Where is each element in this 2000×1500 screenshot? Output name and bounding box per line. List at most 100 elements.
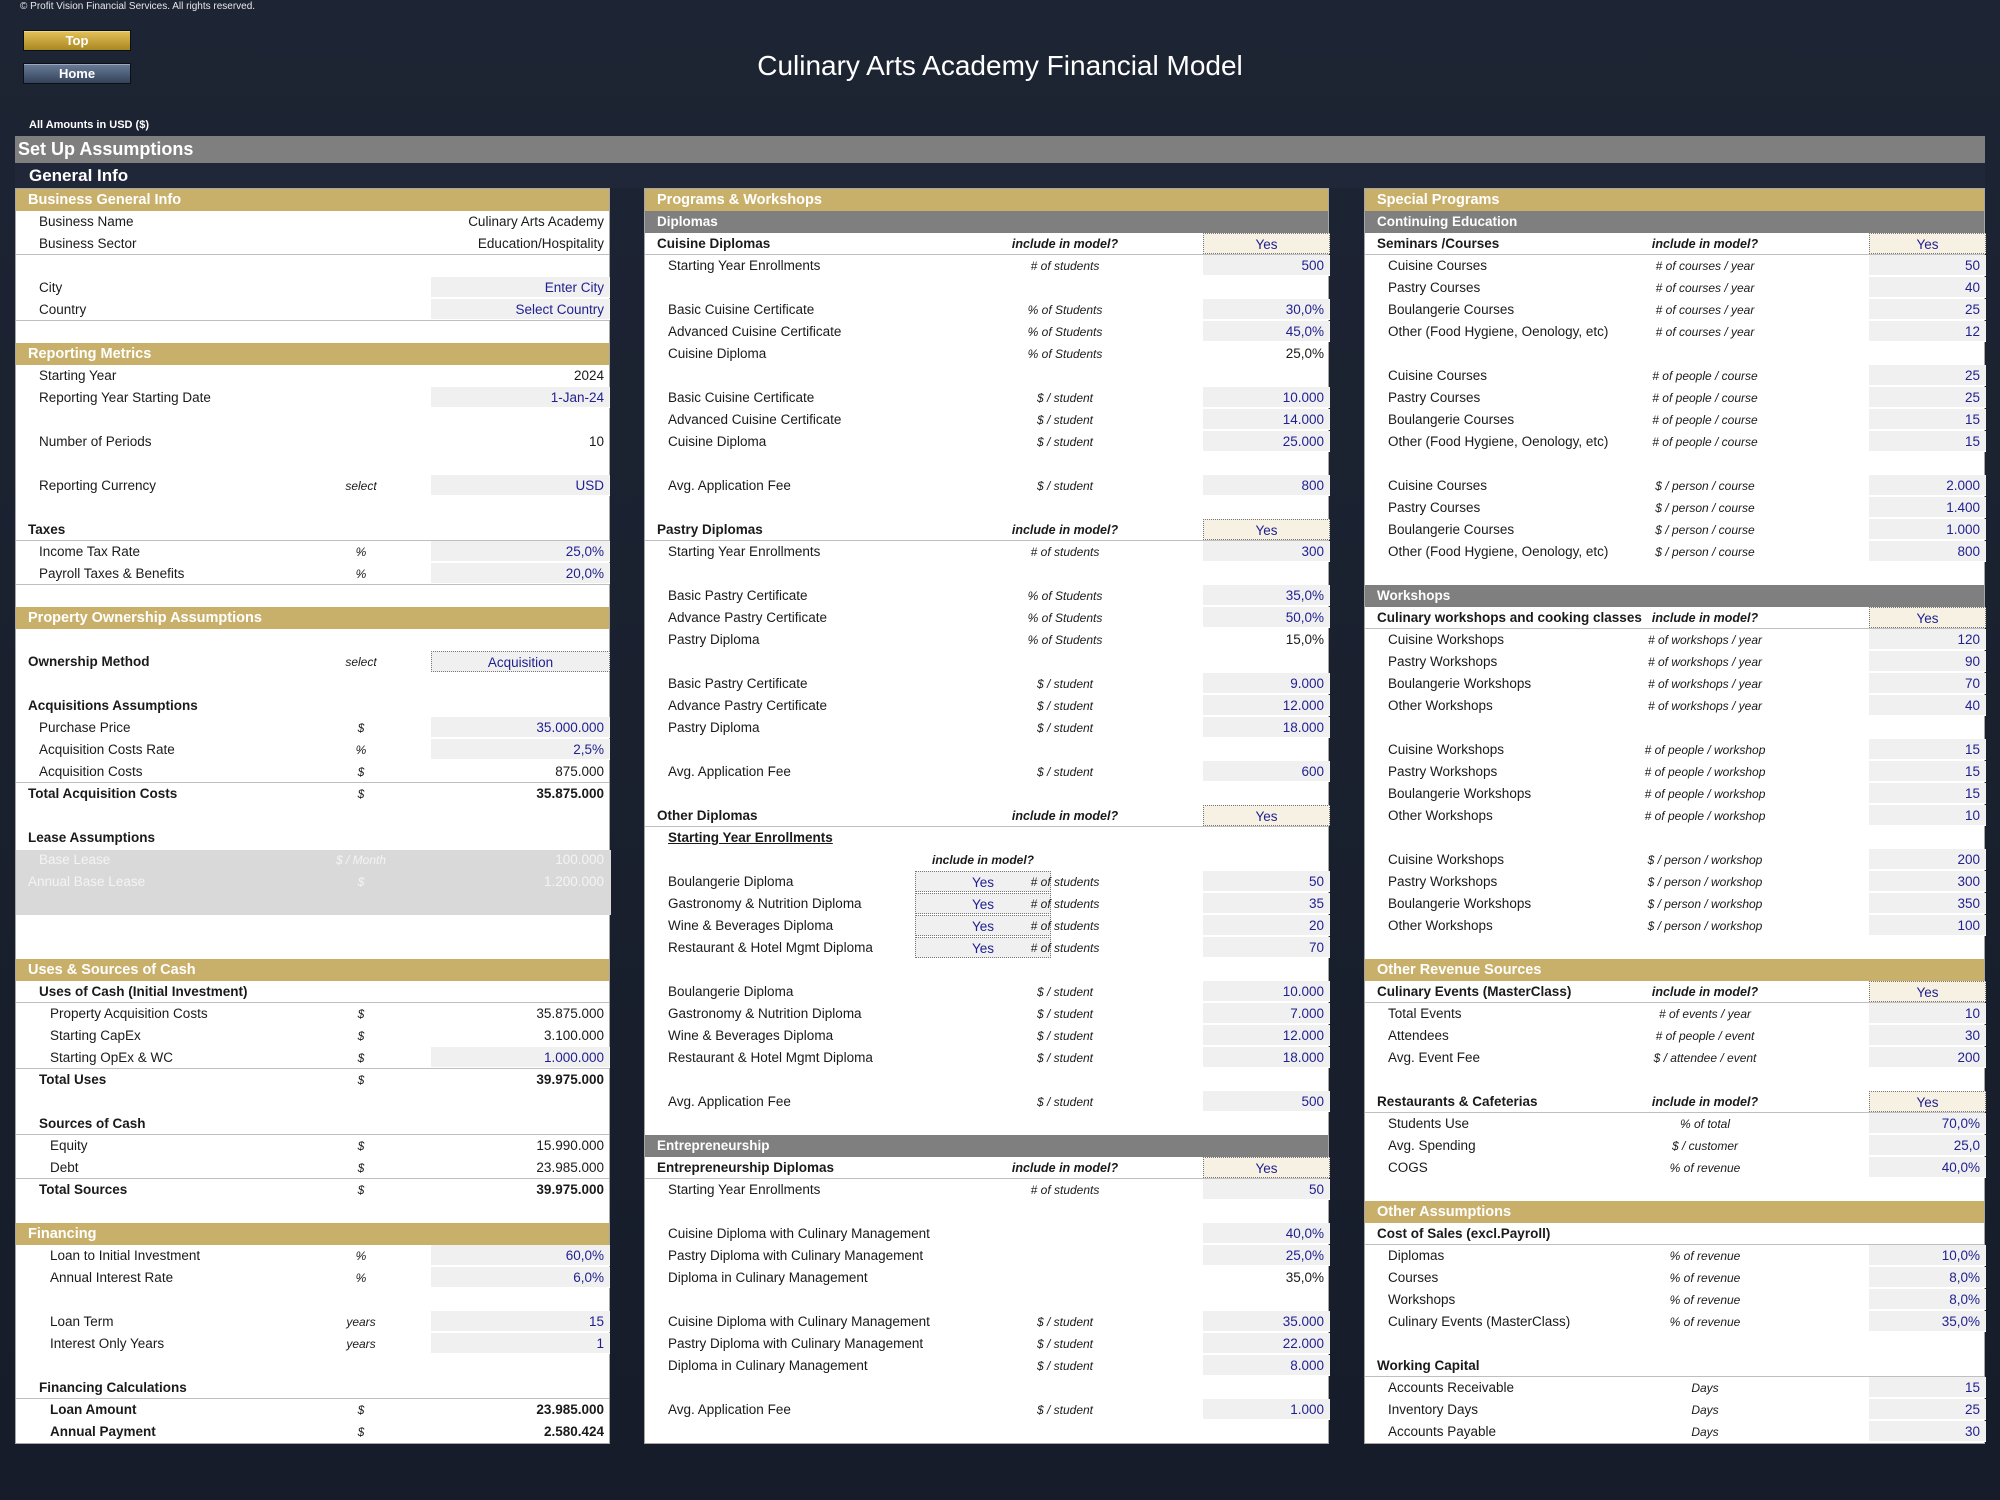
- input-courses[interactable]: 8,0%: [1869, 1267, 1986, 1288]
- input-payroll-taxes-benefits[interactable]: 20,0%: [431, 563, 610, 584]
- input-other-food-hygiene-oenology-etc[interactable]: 800: [1869, 541, 1986, 562]
- input-advance-pastry-certificate[interactable]: 50,0%: [1203, 607, 1330, 628]
- row-wine-beverages-diploma: Wine & Beverages Diploma Yes # of students…: [645, 915, 1330, 937]
- row-avg-event-fee: Avg. Event Fee $ / attendee / event 200: [1365, 1047, 1986, 1069]
- input-boulangerie-workshops[interactable]: 15: [1869, 783, 1986, 804]
- input-starting-opex-wc[interactable]: 1.000.000: [431, 1047, 610, 1068]
- input-annual-interest-rate[interactable]: 6,0%: [431, 1267, 610, 1288]
- input-cogs[interactable]: 40,0%: [1869, 1157, 1986, 1178]
- input-ownership-method[interactable]: Acquisition: [431, 651, 610, 672]
- include-toggle-restaurant-hotel-mgmt-diploma[interactable]: Yes: [915, 937, 1051, 958]
- input-basic-cuisine-certificate[interactable]: 10.000: [1203, 387, 1330, 408]
- input-boulangerie-diploma[interactable]: 10.000: [1203, 981, 1330, 1002]
- input-basic-cuisine-certificate[interactable]: 30,0%: [1203, 299, 1330, 320]
- input-other-workshops[interactable]: 40: [1869, 695, 1986, 716]
- input-restaurants-cafeterias[interactable]: Yes: [1869, 1091, 1986, 1112]
- input-culinary-events-masterclass[interactable]: 35,0%: [1869, 1311, 1986, 1332]
- unit-label: $ / Month: [335, 853, 387, 867]
- input-cuisine-workshops[interactable]: 15: [1869, 739, 1986, 760]
- input-cuisine-courses[interactable]: 50: [1869, 255, 1986, 276]
- input-country[interactable]: Select Country: [431, 299, 610, 320]
- input-avg-application-fee[interactable]: 500: [1203, 1091, 1330, 1112]
- input-starting-year-enrollments[interactable]: 300: [1203, 541, 1330, 562]
- input-reporting-year-starting-date[interactable]: 1-Jan-24: [431, 387, 610, 408]
- input-culinary-events-masterclass[interactable]: Yes: [1869, 981, 1986, 1002]
- input-gastronomy-nutrition-diploma[interactable]: 7.000: [1203, 1003, 1330, 1024]
- input-basic-pastry-certificate[interactable]: 9.000: [1203, 673, 1330, 694]
- home-button[interactable]: Home: [23, 63, 131, 84]
- input-avg-application-fee[interactable]: 600: [1203, 761, 1330, 782]
- input-purchase-price[interactable]: 35.000.000: [431, 717, 610, 738]
- label-gastronomy-nutrition-diploma: Gastronomy & Nutrition Diploma: [668, 896, 862, 911]
- input-other-food-hygiene-oenology-etc[interactable]: 15: [1869, 431, 1986, 452]
- input-cuisine-courses[interactable]: 2.000: [1869, 475, 1986, 496]
- input-pastry-diploma-with-culinary-management[interactable]: 22.000: [1203, 1333, 1330, 1354]
- input-cuisine-workshops[interactable]: 120: [1869, 629, 1986, 650]
- input-entrepreneurship-diplomas[interactable]: Yes: [1203, 1157, 1330, 1178]
- input-inventory-days[interactable]: 25: [1869, 1399, 1986, 1420]
- input-other-food-hygiene-oenology-etc[interactable]: 12: [1869, 321, 1986, 342]
- input-cuisine-diplomas[interactable]: Yes: [1203, 233, 1330, 254]
- input-reporting-currency[interactable]: USD: [431, 475, 610, 496]
- input-students-use[interactable]: 70,0%: [1869, 1113, 1986, 1134]
- input-boulangerie-courses[interactable]: 25: [1869, 299, 1986, 320]
- input-pastry-workshops[interactable]: 300: [1869, 871, 1986, 892]
- input-boulangerie-workshops[interactable]: 350: [1869, 893, 1986, 914]
- input-wine-beverages-diploma[interactable]: 12.000: [1203, 1025, 1330, 1046]
- input-other-diplomas[interactable]: Yes: [1203, 805, 1330, 826]
- input-restaurant-hotel-mgmt-diploma[interactable]: 70: [1203, 937, 1330, 958]
- input-avg-spending[interactable]: 25,0: [1869, 1135, 1986, 1156]
- input-acquisition-costs-rate[interactable]: 2,5%: [431, 739, 610, 760]
- input-diploma-in-culinary-management[interactable]: 8.000: [1203, 1355, 1330, 1376]
- input-pastry-courses[interactable]: 25: [1869, 387, 1986, 408]
- input-boulangerie-courses[interactable]: 1.000: [1869, 519, 1986, 540]
- include-toggle-boulangerie-diploma[interactable]: Yes: [915, 871, 1051, 892]
- input-accounts-payable[interactable]: 30: [1869, 1421, 1986, 1442]
- unit-label: % of Students: [1027, 633, 1103, 647]
- input-other-workshops[interactable]: 100: [1869, 915, 1986, 936]
- include-toggle-gastronomy-nutrition-diploma[interactable]: Yes: [915, 893, 1051, 914]
- input-pastry-diploma-with-culinary-management[interactable]: 25,0%: [1203, 1245, 1330, 1266]
- input-interest-only-years[interactable]: 1: [431, 1333, 610, 1354]
- input-pastry-workshops[interactable]: 90: [1869, 651, 1986, 672]
- input-advance-pastry-certificate[interactable]: 12.000: [1203, 695, 1330, 716]
- top-button[interactable]: Top: [23, 30, 131, 51]
- input-total-events[interactable]: 10: [1869, 1003, 1986, 1024]
- input-pastry-workshops[interactable]: 15: [1869, 761, 1986, 782]
- input-city[interactable]: Enter City: [431, 277, 610, 298]
- input-avg-application-fee[interactable]: 1.000: [1203, 1399, 1330, 1420]
- input-pastry-diploma[interactable]: 18.000: [1203, 717, 1330, 738]
- input-other-workshops[interactable]: 10: [1869, 805, 1986, 826]
- input-cuisine-workshops[interactable]: 200: [1869, 849, 1986, 870]
- input-workshops[interactable]: 8,0%: [1869, 1289, 1986, 1310]
- input-restaurant-hotel-mgmt-diploma[interactable]: 18.000: [1203, 1047, 1330, 1068]
- input-seminars-courses[interactable]: Yes: [1869, 233, 1986, 254]
- input-boulangerie-workshops[interactable]: 70: [1869, 673, 1986, 694]
- input-attendees[interactable]: 30: [1869, 1025, 1986, 1046]
- input-accounts-receivable[interactable]: 15: [1869, 1377, 1986, 1398]
- input-pastry-courses[interactable]: 40: [1869, 277, 1986, 298]
- input-loan-to-initial-investment[interactable]: 60,0%: [431, 1245, 610, 1266]
- input-advanced-cuisine-certificate[interactable]: 45,0%: [1203, 321, 1330, 342]
- input-cuisine-diploma-with-culinary-management[interactable]: 35.000: [1203, 1311, 1330, 1332]
- input-pastry-courses[interactable]: 1.400: [1869, 497, 1986, 518]
- input-basic-pastry-certificate[interactable]: 35,0%: [1203, 585, 1330, 606]
- input-wine-beverages-diploma[interactable]: 20: [1203, 915, 1330, 936]
- input-culinary-workshops-and-cooking-classes[interactable]: Yes: [1869, 607, 1986, 628]
- input-diplomas[interactable]: 10,0%: [1869, 1245, 1986, 1266]
- input-advanced-cuisine-certificate[interactable]: 14.000: [1203, 409, 1330, 430]
- input-loan-term[interactable]: 15: [431, 1311, 610, 1332]
- input-cuisine-diploma[interactable]: 25.000: [1203, 431, 1330, 452]
- input-boulangerie-diploma[interactable]: 50: [1203, 871, 1330, 892]
- input-boulangerie-courses[interactable]: 15: [1869, 409, 1986, 430]
- input-avg-event-fee[interactable]: 200: [1869, 1047, 1986, 1068]
- input-cuisine-courses[interactable]: 25: [1869, 365, 1986, 386]
- input-avg-application-fee[interactable]: 800: [1203, 475, 1330, 496]
- input-starting-year-enrollments[interactable]: 500: [1203, 255, 1330, 276]
- input-income-tax-rate[interactable]: 25,0%: [431, 541, 610, 562]
- input-cuisine-diploma-with-culinary-management[interactable]: 40,0%: [1203, 1223, 1330, 1244]
- input-pastry-diplomas[interactable]: Yes: [1203, 519, 1330, 540]
- input-starting-year-enrollments[interactable]: 50: [1203, 1179, 1330, 1200]
- include-toggle-wine-beverages-diploma[interactable]: Yes: [915, 915, 1051, 936]
- input-gastronomy-nutrition-diploma[interactable]: 35: [1203, 893, 1330, 914]
